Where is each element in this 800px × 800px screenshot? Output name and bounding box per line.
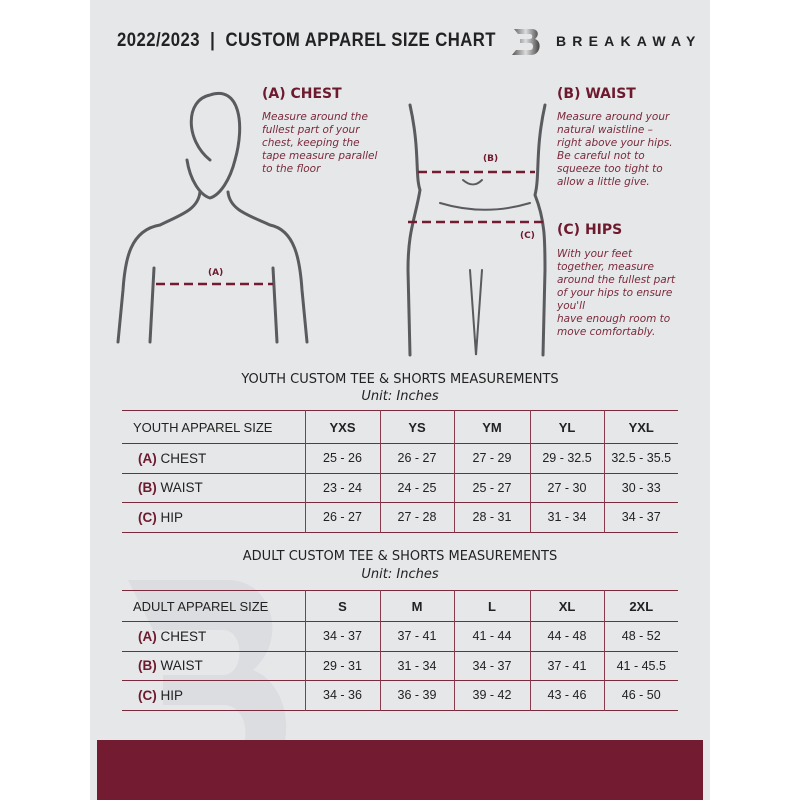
measure-name: HIP — [160, 687, 184, 703]
table-row: (B) WAIST 29 - 31 31 - 34 34 - 37 37 - 41 41 … — [122, 651, 678, 681]
youth-table-title: YOUTH CUSTOM TEE & SHORTS MEASUREMENTS — [241, 372, 559, 387]
measure-label: (C) HIP — [122, 681, 305, 711]
waist-heading: (B) WAIST — [557, 86, 636, 102]
table-row: (A) CHEST 34 - 37 37 - 41 41 - 44 44 - 48 48 … — [122, 621, 678, 652]
table-cell: 34 - 37 — [603, 502, 678, 532]
table-cell: 27 - 29 — [453, 443, 530, 473]
table-cell: 48 - 52 — [603, 621, 678, 651]
table-cell: 34 - 37 — [453, 651, 530, 681]
measure-code: (C) — [138, 509, 157, 525]
table-cell: 44 - 48 — [529, 621, 604, 651]
table-cell: 23 - 24 — [304, 473, 380, 503]
measure-label: (A) CHEST — [122, 622, 305, 652]
size-col: S — [304, 590, 380, 622]
table-cell: 32.5 - 35.5 — [603, 443, 678, 473]
measure-code: (A) — [138, 450, 157, 466]
youth-table-unit: Unit: Inches — [361, 389, 439, 404]
table-cell: 34 - 36 — [304, 680, 380, 710]
body-measurement-illustration — [116, 91, 547, 357]
measure-code: (C) — [138, 687, 157, 703]
size-col: YS — [379, 410, 454, 444]
youth-size-table: YOUTH APPAREL SIZE YXS YS YM YL YXL (A) … — [122, 410, 678, 533]
table-cell: 25 - 26 — [304, 443, 380, 473]
brand-name: BREAKAWAY — [556, 33, 702, 49]
size-col: M — [379, 590, 454, 622]
size-col: 2XL — [603, 590, 678, 622]
table-cell: 37 - 41 — [379, 621, 454, 651]
table-cell: 41 - 45.5 — [603, 651, 678, 681]
size-header: YOUTH APPAREL SIZE — [133, 419, 273, 435]
table-cell: 31 - 34 — [379, 651, 454, 681]
table-cell: 30 - 33 — [603, 473, 678, 503]
measure-name: CHEST — [160, 628, 207, 644]
measure-label: (A) CHEST — [122, 444, 305, 474]
size-col: YM — [453, 410, 530, 444]
measure-name: WAIST — [160, 480, 203, 496]
waist-marker: (B) — [483, 154, 499, 164]
brand-logo-icon — [512, 29, 540, 55]
hips-marker: (C) — [520, 231, 535, 241]
table-cell: 27 - 30 — [529, 473, 604, 503]
table-cell: 29 - 31 — [304, 651, 380, 681]
chest-heading: (A) CHEST — [262, 86, 342, 102]
table-cell: 31 - 34 — [529, 502, 604, 532]
table-cell: 41 - 44 — [453, 621, 530, 651]
adult-table-unit: Unit: Inches — [361, 567, 439, 582]
table-header-row: YOUTH APPAREL SIZE YXS YS YM YL YXL — [122, 410, 678, 444]
chest-instructions: Measure around the fullest part of your … — [262, 111, 378, 175]
page-title: 2022/2023 | CUSTOM APPAREL SIZE CHART — [117, 30, 496, 51]
table-cell: 25 - 27 — [453, 473, 530, 503]
measure-name: HIP — [160, 509, 184, 525]
watermark-logo-icon — [118, 580, 287, 795]
table-cell: 26 - 27 — [379, 443, 454, 473]
measure-code: (B) — [138, 658, 157, 674]
table-cell: 26 - 27 — [304, 502, 380, 532]
measure-label: (B) WAIST — [122, 651, 305, 681]
table-row: (A) CHEST 25 - 26 26 - 27 27 - 29 29 - 32.5 3… — [122, 443, 678, 474]
hips-heading: (C) HIPS — [557, 222, 623, 238]
table-header-row: ADULT APPAREL SIZE S M L XL 2XL — [122, 590, 678, 622]
measure-label: (B) WAIST — [122, 473, 305, 503]
table-cell: 36 - 39 — [379, 680, 454, 710]
table-cell: 46 - 50 — [603, 680, 678, 710]
table-cell: 43 - 46 — [529, 680, 604, 710]
size-col: YXS — [304, 410, 380, 444]
table-row: (C) HIP 34 - 36 36 - 39 39 - 42 43 - 46 46 - … — [122, 680, 678, 711]
table-cell: 28 - 31 — [453, 502, 530, 532]
size-col: YL — [529, 410, 604, 444]
table-cell: 37 - 41 — [529, 651, 604, 681]
table-cell: 34 - 37 — [304, 621, 380, 651]
measure-code: (B) — [138, 480, 157, 496]
size-header: ADULT APPAREL SIZE — [133, 598, 269, 614]
table-cell: 39 - 42 — [453, 680, 530, 710]
table-cell: 24 - 25 — [379, 473, 454, 503]
table-cell: 27 - 28 — [379, 502, 454, 532]
table-row: (B) WAIST 23 - 24 24 - 25 25 - 27 27 - 30 30 … — [122, 473, 678, 503]
size-col: YXL — [603, 410, 678, 444]
measure-code: (A) — [138, 628, 157, 644]
waist-instructions: Measure around your natural waistline – … — [557, 111, 673, 188]
hips-instructions: With your feet together, measure around … — [557, 248, 676, 338]
measure-name: CHEST — [160, 450, 207, 466]
table-row: (C) HIP 26 - 27 27 - 28 28 - 31 31 - 34 34 - … — [122, 502, 678, 533]
size-col: XL — [529, 590, 604, 622]
measure-name: WAIST — [160, 658, 203, 674]
chest-marker: (A) — [208, 268, 224, 278]
footer-bar — [97, 740, 703, 800]
adult-size-table: ADULT APPAREL SIZE S M L XL 2XL (A) CHES… — [122, 590, 678, 711]
adult-table-title: ADULT CUSTOM TEE & SHORTS MEASUREMENTS — [242, 549, 558, 564]
table-cell: 29 - 32.5 — [529, 443, 604, 473]
measure-label: (C) HIP — [122, 503, 305, 533]
size-col: L — [453, 590, 530, 622]
